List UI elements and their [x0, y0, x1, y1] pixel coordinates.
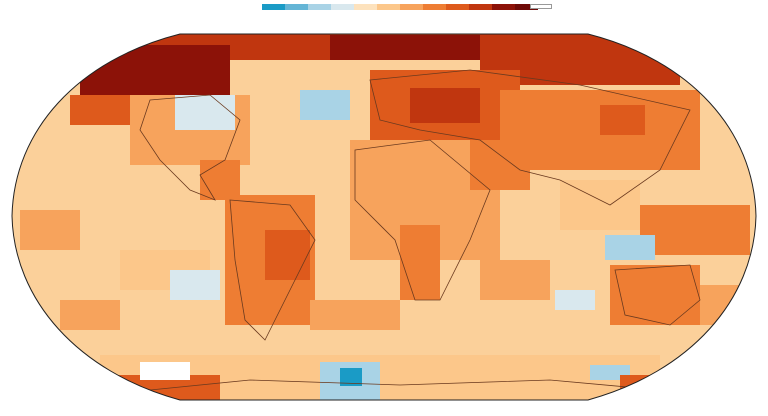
- new-zealand-anomaly: [700, 285, 740, 325]
- legend-swatch-4: [331, 4, 354, 10]
- pacific-anomaly-west: [20, 210, 80, 250]
- eastern-europe-hotspot: [410, 88, 480, 123]
- legend-swatch-3: [308, 4, 331, 10]
- south-pacific-warm-patch: [60, 300, 120, 330]
- australia-anomaly: [610, 265, 700, 325]
- antarctica-outline: [99, 379, 661, 396]
- australia-outline: [614, 264, 701, 326]
- legend-swatch-2: [285, 4, 308, 10]
- legend-swatch-1: [262, 4, 285, 10]
- maritime-continent-anomaly: [640, 205, 750, 255]
- arctic-atlantic-anomaly: [330, 35, 480, 60]
- weddell-sea-cold-spot: [340, 368, 362, 386]
- map-outline: [11, 33, 757, 401]
- legend-swatch-12: [515, 4, 538, 10]
- eurasia-outline: [369, 69, 691, 206]
- brazil-hotspot: [265, 230, 310, 280]
- africa-outline: [354, 139, 491, 301]
- south-america-outline: [229, 199, 316, 341]
- no-data-swatch: [530, 4, 552, 9]
- middle-east-anomaly: [470, 140, 530, 190]
- legend-swatch-5: [354, 4, 377, 10]
- legend-swatch-6: [377, 4, 400, 10]
- coastlines: [99, 69, 701, 396]
- indian-ocean-anomaly: [560, 180, 640, 230]
- antarctic-east-warm: [620, 375, 680, 400]
- antarctic-no-data: [140, 362, 190, 380]
- color-scale-legend: [262, 4, 538, 10]
- southern-africa-hotspot: [400, 225, 440, 300]
- legend-swatch-9: [446, 4, 469, 10]
- legend-swatch-10: [469, 4, 492, 10]
- arctic-canada-anomaly: [80, 45, 230, 100]
- south-indian-cool-patch: [555, 290, 595, 310]
- east-asia-anomaly: [600, 105, 645, 135]
- south-indian-anomaly: [480, 260, 550, 300]
- indonesia-cool-patch: [605, 235, 655, 260]
- canada-cool-patch: [175, 95, 235, 130]
- legend-swatch-7: [400, 4, 423, 10]
- north-america-outline: [139, 94, 241, 201]
- south-pacific-cool-patch: [170, 270, 220, 300]
- central-america-anomaly: [200, 160, 240, 200]
- legend-swatch-8: [423, 4, 446, 10]
- north-atlantic-cool-patch: [300, 90, 350, 120]
- south-atlantic-warm-patch: [310, 300, 400, 330]
- legend-swatch-11: [492, 4, 515, 10]
